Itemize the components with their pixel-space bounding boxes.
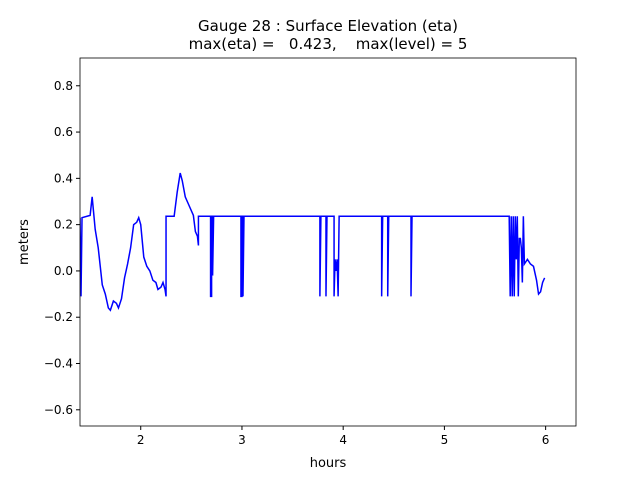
x-tick-label: 2 xyxy=(137,433,145,447)
data-line xyxy=(80,172,546,312)
y-tick-label: 0.8 xyxy=(54,79,73,93)
y-tick-label: 0.6 xyxy=(54,125,73,139)
y-tick-label: −0.4 xyxy=(44,357,73,371)
y-axis-label: meters xyxy=(17,219,32,265)
y-tick-label: 0.2 xyxy=(54,218,73,232)
x-tick-label: 3 xyxy=(238,433,246,447)
x-tick-label: 4 xyxy=(339,433,347,447)
x-tick-label: 5 xyxy=(441,433,449,447)
plot-frame xyxy=(79,57,577,427)
y-tick-label: −0.2 xyxy=(44,310,73,324)
x-tick-label: 6 xyxy=(542,433,550,447)
x-axis-label: hours xyxy=(310,456,347,471)
chart-title: Gauge 28 : Surface Elevation (eta) xyxy=(198,17,458,35)
y-tick-label: 0.0 xyxy=(54,264,73,278)
y-tick-label: −0.6 xyxy=(44,403,73,417)
y-tick-label: 0.4 xyxy=(54,171,73,185)
chart-subtitle: max(eta) = 0.423, max(level) = 5 xyxy=(189,35,468,53)
